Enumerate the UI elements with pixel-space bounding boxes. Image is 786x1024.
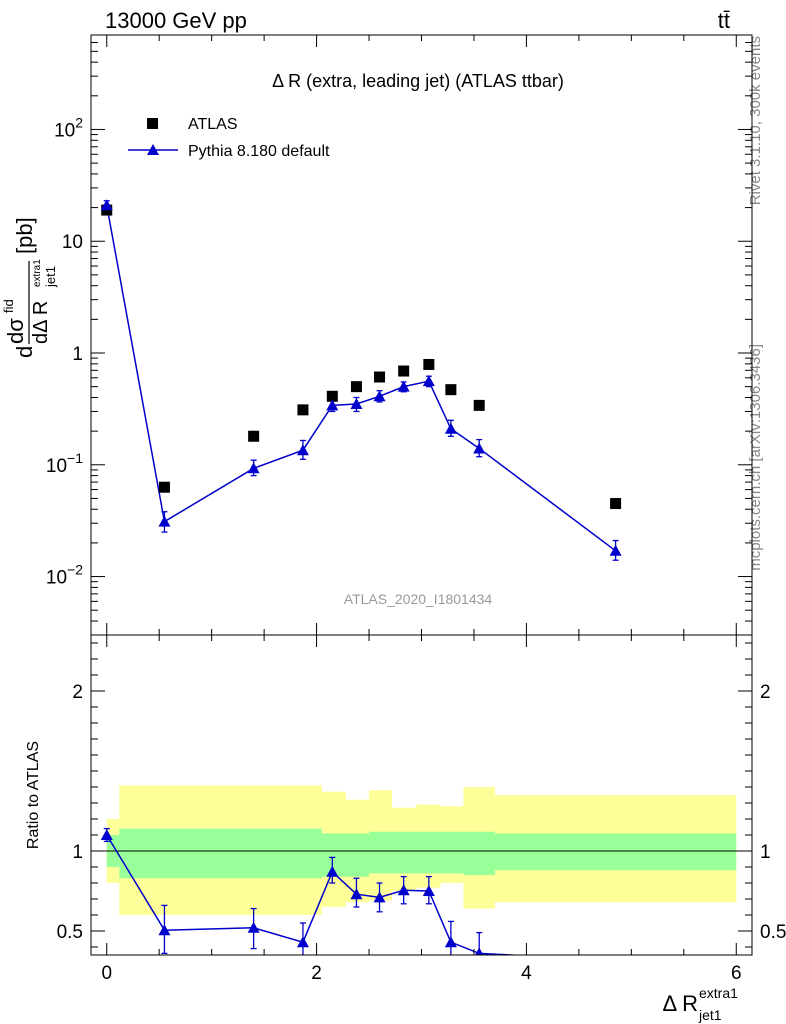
main-y-tick-label: 10−1 [46,450,83,477]
x-label-main: Δ R [663,991,698,1016]
ratio-y-tick-label: 0.5 [57,922,83,943]
pythia-data-point [444,422,457,434]
ratio-y-tick-label: 1 [72,842,83,863]
ratio-panel: 0 2 4 6 0.5 0.5 1 1 2 2 Ratio to ATLAS Δ R jet1 e… [25,634,786,1023]
pythia-data-point [350,397,363,409]
main-y-tick-label-base: 10 [46,568,67,589]
ratio-data-point [422,885,435,896]
atlas-data-point [398,365,410,377]
legend: ATLAS Pythia 8.180 default [128,116,330,160]
ratio-data-point [444,936,457,948]
atlas-data-point [248,430,260,442]
ratio-data-point [373,891,386,903]
pythia-data-point [296,444,309,456]
atlas-data-point [473,399,485,411]
main-y-tick-label-base: 10 [46,456,67,477]
main-y-tick-label: 10−2 [46,562,83,589]
y-label-d: d [12,346,37,358]
main-y-tick-label-base: 10 [62,232,83,253]
ratio-y-label: Ratio to ATLAS [25,741,42,849]
pythia-data-point [609,544,622,556]
ratio-data-point [158,924,171,936]
main-data-layer [100,199,622,561]
atlas-data-point [350,381,362,393]
pythia-data-point [397,380,410,392]
x-tick-label: 6 [731,963,742,984]
pythia-data-point [373,390,386,402]
y-label-unit: [pb] [12,217,37,254]
y-axis-label: d dσ fid dΔ R jet1 extra1 [pb] [1,217,58,358]
ratio-data-point [475,947,484,955]
pythia-data-point [247,462,260,474]
x-label-sup: extra1 [699,985,738,1001]
pythia-data-point [473,442,486,454]
chart-title: Δ R (extra, leading jet) (ATLAS ttbar) [272,71,564,91]
ratio-data-point [296,936,309,948]
y-label-ddr: dΔ R [30,301,52,344]
legend-marker-atlas [147,118,158,129]
y-label-sup: extra1 [32,259,43,287]
main-y-tick-label-exp: 2 [75,114,83,130]
ratio-data-point [100,829,113,840]
process-label: tt̄ [718,8,730,33]
x-tick-label: 2 [311,963,322,984]
ratio-series-line [106,834,526,955]
atlas-data-point [610,498,622,510]
main-y-tick-label-base: 1 [72,344,83,365]
main-y-tick-label-base: 10 [54,120,75,141]
x-tick-label: 4 [521,963,532,984]
x-label-sub: jet1 [698,1007,722,1023]
atlas-data-point [158,481,170,493]
ratio-data-point [247,921,260,933]
stat-uncertainty-band [106,828,737,879]
pythia-data-point [158,515,171,527]
main-y-tick-label: 102 [54,114,83,141]
ratio-data-point [350,888,363,900]
y-label-fid: fid [1,299,16,313]
atlas-data-point [326,390,338,402]
legend-marker-pythia [147,144,159,155]
analysis-watermark: ATLAS_2020_I1801434 [344,591,493,607]
atlas-data-point [423,358,435,370]
x-tick-label: 0 [101,963,112,984]
main-y-tick-label-exp: −2 [67,562,83,578]
atlas-data-point [297,404,309,416]
pythia-data-point [100,199,113,211]
ratio-y-tick-label-right: 2 [760,682,771,703]
rivet-label: Rivet 3.1.10, 300k events [747,36,764,205]
x-axis-label: Δ R jet1 extra1 [663,985,739,1023]
main-y-tick-label-exp: −1 [67,450,83,466]
ratio-ticks: 0 2 4 6 0.5 0.5 1 1 2 2 [57,635,786,984]
main-y-tick-label: 10 [62,232,83,253]
mcplots-label: mcplots.cern.ch [arXiv:1306.3436] [747,344,764,571]
ratio-y-tick-label-right: 1 [760,842,771,863]
energy-label: 13000 GeV pp [105,8,247,33]
main-y-tick-label: 1 [72,344,83,365]
pythia-data-point [326,399,339,411]
ratio-data-layer [91,785,752,955]
pythia-data-point [422,375,435,387]
ratio-data-point [397,884,410,896]
atlas-data-point [445,384,457,396]
ratio-data-point [326,865,339,877]
ratio-y-tick-label-right: 0.5 [760,922,786,943]
atlas-data-point [374,371,386,383]
legend-label-atlas: ATLAS [188,116,238,133]
y-label-sub: jet1 [43,266,58,288]
pythia-series-line [106,205,617,552]
ratio-y-tick-label: 2 [72,682,83,703]
legend-label-pythia: Pythia 8.180 default [188,143,330,160]
y-label-dsigma: dσ [3,318,28,344]
